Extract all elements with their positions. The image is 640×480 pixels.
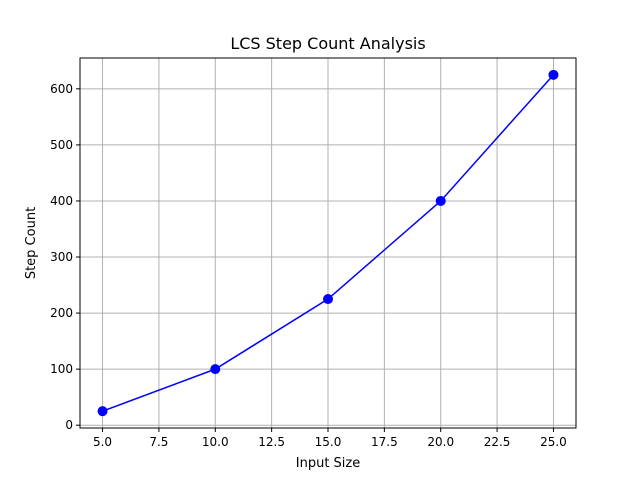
y-tick-label: 400 [50,194,73,208]
x-tick-label: 25.0 [540,435,567,449]
chart-title: LCS Step Count Analysis [230,34,425,53]
x-axis-label: Input Size [296,456,360,471]
data-point [435,195,446,206]
data-point [97,406,108,417]
y-axis-label: Step Count [24,207,39,279]
x-tick-label: 7.5 [149,435,168,449]
x-tick-label: 15.0 [315,435,342,449]
data-series [97,69,559,417]
y-tick-label: 100 [50,362,73,376]
data-point [548,69,559,80]
x-tick-label: 12.5 [258,435,285,449]
y-tick-label: 600 [50,82,73,96]
data-point [210,364,221,375]
x-tick-label: 20.0 [427,435,454,449]
y-tick-label: 300 [50,250,73,264]
y-tick-label: 0 [65,418,73,432]
x-tick-label: 5.0 [93,435,112,449]
x-tick-label: 17.5 [371,435,398,449]
plot-frame [79,57,577,429]
y-tick-label: 200 [50,306,73,320]
grid-lines [80,58,576,428]
x-tick-label: 22.5 [484,435,511,449]
axis-ticks: 5.0 7.5 10.0 12.5 15.0 17.5 20.0 22.5 25.0 0 100 20… [50,82,567,449]
y-tick-label: 500 [50,138,73,152]
x-tick-label: 10.0 [202,435,229,449]
data-point [323,294,333,305]
